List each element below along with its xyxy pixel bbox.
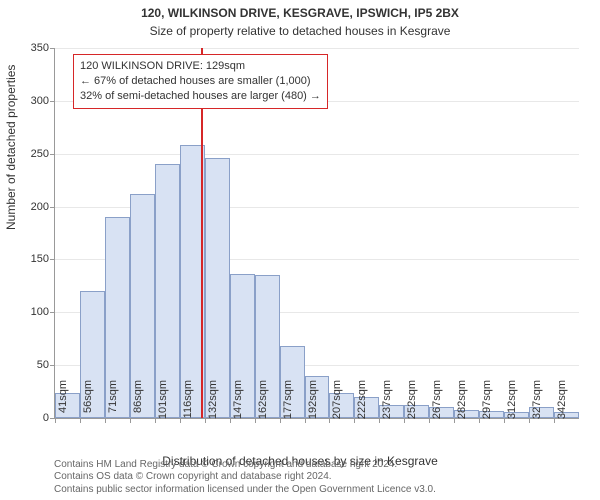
x-tick-label: 162sqm bbox=[257, 380, 269, 424]
x-tick-label: 282sqm bbox=[456, 380, 468, 424]
x-tick bbox=[55, 418, 56, 423]
x-tick-label: 86sqm bbox=[132, 380, 144, 424]
attribution-footer: Contains HM Land Registry data © Crown c… bbox=[54, 459, 436, 497]
y-tick bbox=[50, 259, 55, 260]
y-tick-label: 50 bbox=[19, 359, 49, 371]
chart-container: 120, WILKINSON DRIVE, KESGRAVE, IPSWICH,… bbox=[0, 0, 600, 500]
chart-subtitle: Size of property relative to detached ho… bbox=[0, 24, 600, 38]
x-tick-label: 116sqm bbox=[182, 380, 194, 424]
x-tick-label: 132sqm bbox=[207, 380, 219, 424]
x-tick-label: 101sqm bbox=[157, 380, 169, 424]
annotation-box: 120 WILKINSON DRIVE: 129sqm← 67% of deta… bbox=[73, 54, 328, 109]
chart-title-address: 120, WILKINSON DRIVE, KESGRAVE, IPSWICH,… bbox=[0, 6, 600, 20]
y-tick bbox=[50, 154, 55, 155]
x-tick bbox=[130, 418, 131, 423]
x-tick bbox=[80, 418, 81, 423]
x-tick-label: 41sqm bbox=[57, 380, 69, 424]
y-axis-label: Number of detached properties bbox=[4, 65, 18, 230]
x-tick bbox=[305, 418, 306, 423]
y-tick-label: 200 bbox=[19, 201, 49, 213]
x-tick bbox=[105, 418, 106, 423]
gridline bbox=[55, 48, 579, 49]
x-tick-label: 237sqm bbox=[381, 380, 393, 424]
gridline bbox=[55, 154, 579, 155]
x-tick bbox=[180, 418, 181, 423]
x-tick bbox=[529, 418, 530, 423]
x-tick-label: 71sqm bbox=[107, 380, 119, 424]
y-tick-label: 0 bbox=[19, 412, 49, 424]
x-tick bbox=[205, 418, 206, 423]
annotation-line: ← 67% of detached houses are smaller (1,… bbox=[80, 74, 321, 89]
x-tick bbox=[255, 418, 256, 423]
x-tick-label: 177sqm bbox=[282, 380, 294, 424]
x-tick bbox=[504, 418, 505, 423]
x-tick bbox=[554, 418, 555, 423]
histogram-bar bbox=[205, 158, 230, 418]
x-tick bbox=[230, 418, 231, 423]
x-tick-label: 192sqm bbox=[307, 380, 319, 424]
x-tick-label: 56sqm bbox=[82, 380, 94, 424]
y-tick bbox=[50, 207, 55, 208]
annotation-line: 32% of semi-detached houses are larger (… bbox=[80, 89, 321, 104]
y-tick-label: 250 bbox=[19, 148, 49, 160]
footer-line: Contains public sector information licen… bbox=[54, 484, 436, 497]
footer-line: Contains HM Land Registry data © Crown c… bbox=[54, 459, 436, 472]
footer-line: Contains OS data © Crown copyright and d… bbox=[54, 471, 436, 484]
x-tick-label: 297sqm bbox=[481, 380, 493, 424]
x-tick-label: 312sqm bbox=[506, 380, 518, 424]
y-tick-label: 100 bbox=[19, 306, 49, 318]
y-tick bbox=[50, 101, 55, 102]
plot-area: 05010015020025030035041sqm56sqm71sqm86sq… bbox=[54, 48, 579, 419]
annotation-line: 120 WILKINSON DRIVE: 129sqm bbox=[80, 59, 321, 74]
y-tick-label: 300 bbox=[19, 95, 49, 107]
y-tick bbox=[50, 48, 55, 49]
x-tick-label: 147sqm bbox=[232, 380, 244, 424]
x-tick-label: 327sqm bbox=[531, 380, 543, 424]
x-tick bbox=[280, 418, 281, 423]
x-tick-label: 207sqm bbox=[331, 380, 343, 424]
x-tick-label: 222sqm bbox=[356, 380, 368, 424]
x-tick-label: 267sqm bbox=[431, 380, 443, 424]
x-tick-label: 342sqm bbox=[556, 380, 568, 424]
y-tick bbox=[50, 365, 55, 366]
x-tick bbox=[155, 418, 156, 423]
y-tick bbox=[50, 312, 55, 313]
y-tick-label: 150 bbox=[19, 253, 49, 265]
x-tick-label: 252sqm bbox=[406, 380, 418, 424]
y-tick-label: 350 bbox=[19, 42, 49, 54]
